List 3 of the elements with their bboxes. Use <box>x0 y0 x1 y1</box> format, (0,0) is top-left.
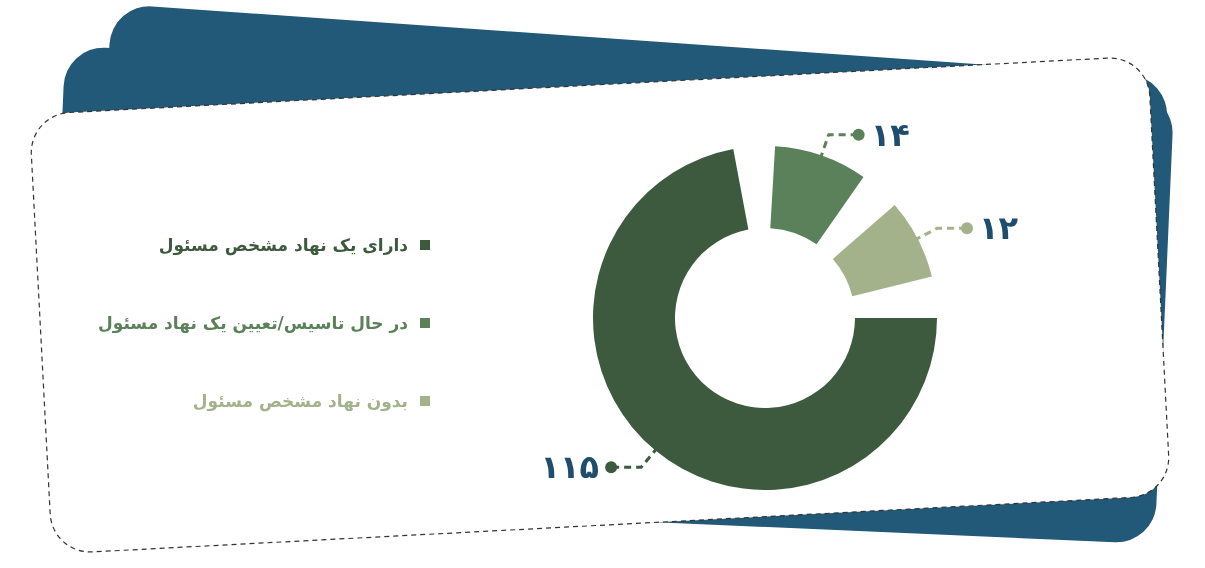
data-label: ۱۴ <box>870 115 910 154</box>
data-label: ۱۱۵ <box>540 448 600 487</box>
data-label: ۱۲ <box>979 209 1019 248</box>
